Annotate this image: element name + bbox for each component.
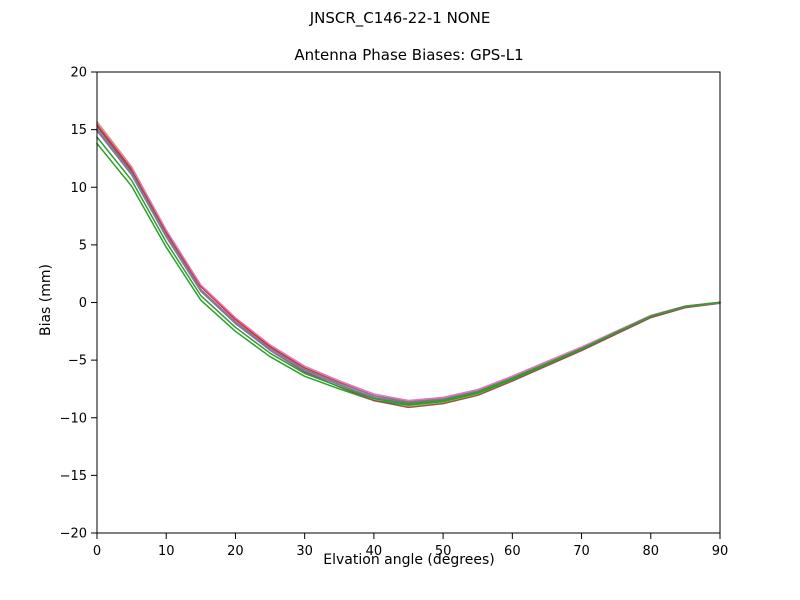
x-tick-label: 30 [296, 544, 313, 559]
y-tick-label: −15 [60, 469, 87, 484]
y-tick-label: 10 [70, 181, 87, 196]
y-tick-label: 20 [70, 66, 87, 81]
series-line-olive [96, 120, 721, 407]
x-tick-label: 70 [573, 544, 590, 559]
axes-title: Antenna Phase Biases: GPS-L1 [294, 46, 524, 64]
figure-title: JNSCR_C146-22-1 NONE [309, 9, 491, 27]
x-tick-label: 0 [93, 544, 101, 559]
y-tick-label: −5 [68, 354, 87, 369]
y-tick-label: −10 [60, 411, 87, 426]
x-tick-label: 60 [504, 544, 521, 559]
series-line-pink [96, 121, 721, 402]
series-line-gray [96, 128, 721, 403]
x-tick-label: 50 [435, 544, 452, 559]
y-tick-label: 15 [70, 123, 87, 138]
y-tick-label: 0 [79, 296, 87, 311]
series-line-green-a [96, 136, 721, 405]
x-tick-label: 80 [643, 544, 660, 559]
y-tick-label: −20 [60, 527, 87, 542]
series-line-red [96, 123, 721, 403]
x-tick-label: 40 [366, 544, 383, 559]
x-tick-label: 10 [158, 544, 175, 559]
series-line-purple [96, 130, 721, 405]
axes-frame [96, 71, 721, 534]
x-axis-label: Elvation angle (degrees) [323, 552, 495, 568]
series-line-brown [96, 125, 721, 409]
x-tick-label: 90 [712, 544, 729, 559]
y-axis-label: Bias (mm) [38, 263, 54, 337]
x-tick-label: 20 [227, 544, 244, 559]
y-tick-label: 5 [79, 238, 87, 253]
